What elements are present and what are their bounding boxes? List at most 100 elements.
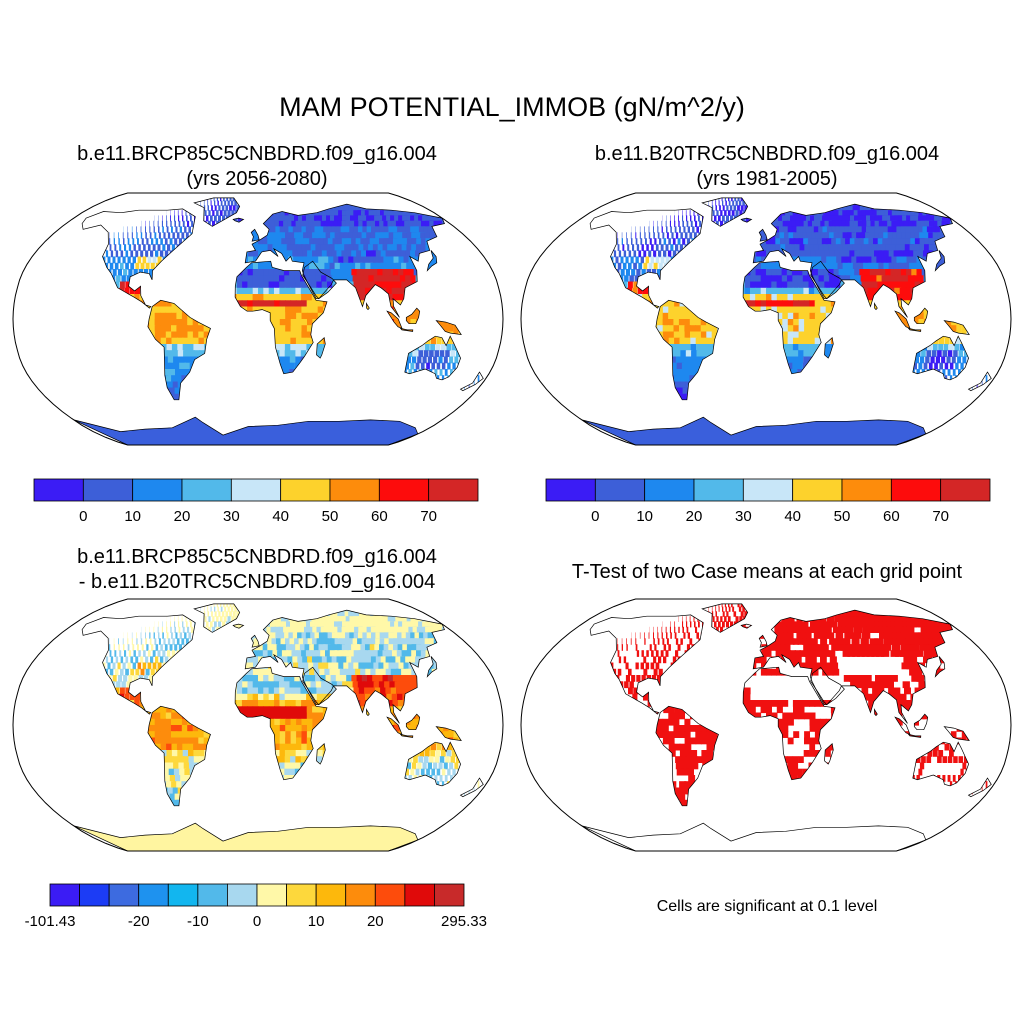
coastline-eurasia (244, 609, 445, 724)
colorbar-case1-label: 60 (371, 508, 388, 525)
map-diff (12, 598, 504, 852)
antarctica (581, 417, 926, 445)
colorbar-case2-box (841, 478, 892, 502)
coastline-borneo (405, 307, 421, 325)
colorbar-case2-label: 60 (883, 508, 900, 525)
coastline-australia (912, 741, 969, 787)
colorbar-case2-label: 30 (735, 508, 752, 525)
coastline-nz (967, 777, 992, 798)
colorbar-case1-box (230, 478, 282, 502)
coastline-greenland (193, 197, 241, 227)
colorbar-diff-box (286, 883, 317, 907)
map-border (12, 598, 504, 852)
colorbar-case1-label: 20 (174, 508, 191, 525)
colorbar-diff-label: 10 (308, 913, 325, 930)
map-border (12, 192, 504, 446)
colorbar-case2-label: 40 (784, 508, 801, 525)
colorbar-diff-label: 295.33 (441, 913, 487, 930)
colorbar-diff: -101.43 -20 -10 0 10 20 295.33 (25, 883, 487, 930)
colorbar-case1-box (378, 478, 430, 502)
colorbar-case2-box (940, 478, 991, 502)
panel-title-diff-line1: b.e11.BRCP85C5CNBDRD.f09_g16.004 (77, 546, 437, 568)
colorbar-case2-box (792, 478, 843, 502)
coastline-japan (934, 656, 946, 678)
coastline-madagascar (316, 337, 326, 359)
coastline-newguinea (435, 726, 462, 742)
colorbar-case1-label: 50 (322, 508, 339, 525)
coastline-africa (742, 260, 836, 375)
panel-title-case1-line2: (yrs 2056-2080) (186, 168, 328, 190)
coastlines (581, 603, 992, 851)
significance-note: Cells are significant at 0.1 level (656, 898, 878, 915)
colorbar-case1-box (280, 478, 331, 502)
colorbar-case1-label: 70 (420, 508, 437, 525)
colorbar-diff-box (138, 883, 169, 907)
coastline-australia (404, 741, 461, 787)
colorbar-diff-label: 0 (253, 913, 261, 930)
colorbar-diff-box (404, 883, 435, 907)
colorbar-case1-box (132, 478, 183, 502)
coastline-nz (967, 371, 992, 392)
coastline-iceland (232, 217, 245, 223)
coastline-africa (742, 666, 836, 781)
coastline-arabia (302, 260, 337, 300)
colorbar-diff-box (315, 883, 347, 907)
coastline-japan (934, 250, 946, 272)
coastline-nz (459, 777, 484, 798)
coastline-samerica (655, 705, 719, 807)
coastline-iceland (740, 217, 753, 223)
panel-title-case1: b.e11.BRCP85C5CNBDRD.f09_g16.004 (yrs 20… (12, 142, 502, 192)
coastline-australia (404, 335, 461, 381)
map-case1 (12, 192, 504, 446)
colorbar-case1-box (181, 478, 232, 502)
coastline-namerica (589, 614, 704, 715)
colorbar-diff-label: 20 (367, 913, 384, 930)
colorbar-diff-label: -101.43 (25, 913, 76, 930)
colorbar-case1-label: 0 (79, 508, 87, 525)
colorbar-case2-box (594, 478, 646, 502)
panel-title-case1-line1: b.e11.BRCP85C5CNBDRD.f09_g16.004 (77, 143, 437, 165)
colorbar-diff-box (49, 883, 80, 907)
panel-title-diff-line2: - b.e11.B20TRC5CNBDRD.f09_g16.004 (78, 571, 436, 593)
coastline-madagascar (824, 743, 834, 765)
coastline-samerica (655, 299, 719, 401)
coastline-namerica (81, 614, 196, 715)
coastline-africa (234, 260, 328, 375)
coastline-africa (234, 666, 328, 781)
colorbar-case1-box (329, 478, 380, 502)
coastline-eurasia (752, 609, 953, 724)
coastline-eurasia (244, 203, 445, 318)
coastline-srilanka (365, 708, 370, 717)
colorbar-case1-box (33, 478, 84, 502)
coastline-eurasia (752, 203, 953, 318)
coastline-japan (426, 656, 438, 678)
coastline-arabia (810, 260, 845, 300)
coastline-madagascar (824, 337, 834, 359)
coastline-uk (250, 228, 260, 242)
coastline-srilanka (873, 302, 878, 311)
antarctica (73, 417, 418, 445)
colorbar-case2-label: 50 (834, 508, 851, 525)
coastline-uk (758, 228, 768, 242)
map-border (520, 598, 1012, 852)
coastline-borneo (913, 307, 929, 325)
coastline-java (399, 327, 414, 332)
coastline-iceland (232, 623, 245, 629)
colorbar-case2-box (742, 478, 794, 502)
coastline-greenland (193, 603, 241, 633)
panel-title-case2-line1: b.e11.B20TRC5CNBDRD.f09_g16.004 (594, 143, 940, 165)
coastline-newguinea (943, 320, 970, 336)
colorbar-case1-box (428, 478, 479, 502)
colorbar-diff-box (256, 883, 287, 907)
coastline-srilanka (365, 302, 370, 311)
colorbar-case1-label: 30 (223, 508, 240, 525)
colorbar-diff-box (79, 883, 110, 907)
colorbar-case1-label: 40 (272, 508, 289, 525)
coastline-newguinea (435, 320, 462, 336)
coastline-samerica (147, 705, 211, 807)
coastline-srilanka (873, 708, 878, 717)
coastline-nz (459, 371, 484, 392)
coastline-namerica (81, 208, 196, 309)
coastline-java (399, 733, 414, 738)
map-ttest (520, 598, 1012, 852)
